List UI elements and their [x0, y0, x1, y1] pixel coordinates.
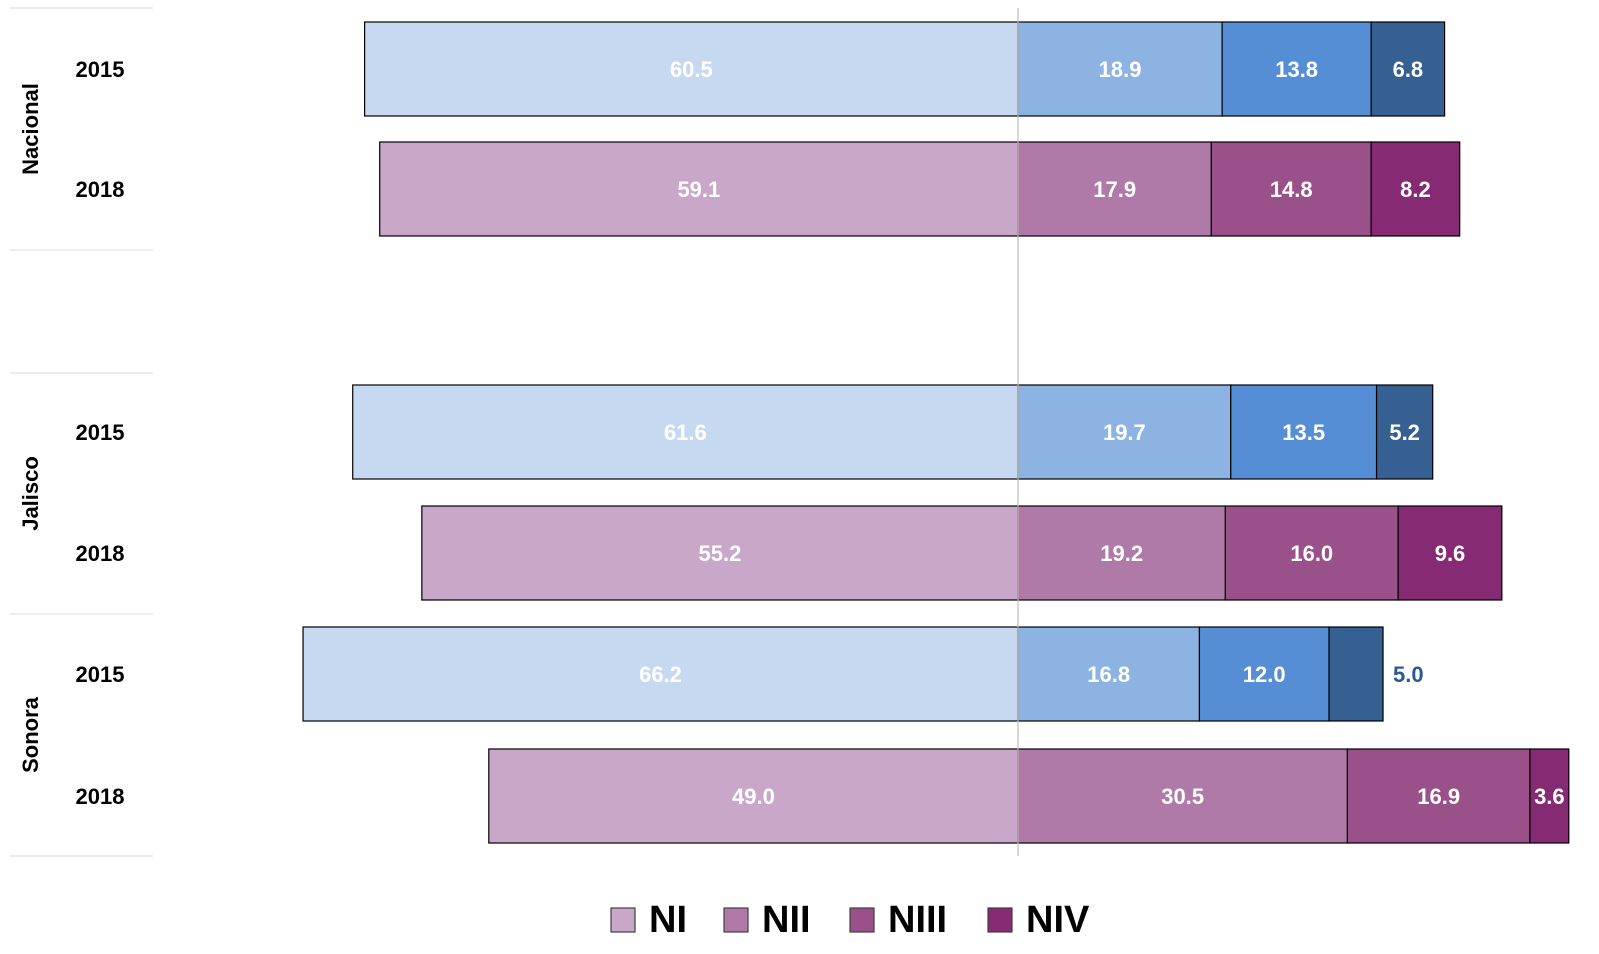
bar-segment-ni — [364, 21, 1019, 117]
group-label: Sonora — [18, 696, 43, 773]
bar-segment-ni — [379, 141, 1019, 237]
data-label: 13.8 — [1275, 57, 1318, 82]
data-label: 55.2 — [699, 541, 742, 566]
group-sonora: Sonora 2015 66.2 16.8 12.0 5.0 2018 49.0 30.5 16.… — [18, 626, 1570, 844]
bar-row-2015: 2015 61.6 19.7 13.5 5.2 — [76, 384, 1434, 480]
legend-swatch — [987, 907, 1013, 933]
bar-segment-niii — [1210, 141, 1372, 237]
legend-item-niv: NIV — [987, 899, 1090, 941]
bar-segment-niii — [1198, 626, 1330, 722]
bar-segment-niv — [1529, 748, 1570, 844]
year-tick-label: 2015 — [76, 57, 125, 82]
bar-segment-nii — [1017, 141, 1212, 237]
data-label: 14.8 — [1270, 177, 1313, 202]
data-label: 5.2 — [1389, 420, 1420, 445]
group-jalisco: Jalisco 2015 61.6 19.7 13.5 5.2 2018 55.2 19.2 16… — [18, 384, 1503, 601]
data-label: 49.0 — [732, 784, 775, 809]
bar-segment-niv — [1397, 505, 1503, 601]
data-label: 6.8 — [1393, 57, 1424, 82]
data-label: 19.7 — [1103, 420, 1146, 445]
legend-swatch — [723, 907, 749, 933]
year-tick-label: 2015 — [76, 420, 125, 445]
legend-swatch — [610, 907, 636, 933]
bar-segment-nii — [1017, 505, 1226, 601]
bar-segment-niii — [1230, 384, 1378, 480]
legend-item-nii: NII — [723, 899, 811, 941]
bar-segment-niii — [1346, 748, 1531, 844]
data-label: 8.2 — [1400, 177, 1431, 202]
bar-segment-ni — [352, 384, 1019, 480]
legend-item-ni: NI — [610, 899, 687, 941]
data-label: 12.0 — [1243, 662, 1286, 687]
bar-segment-niv — [1375, 384, 1434, 480]
year-tick-label: 2018 — [76, 177, 125, 202]
data-label: 17.9 — [1093, 177, 1136, 202]
year-tick-label: 2018 — [76, 541, 125, 566]
group-label: Jalisco — [18, 456, 43, 531]
bar-segment-ni — [302, 626, 1019, 722]
data-label: 30.5 — [1161, 784, 1204, 809]
year-tick-label: 2015 — [76, 662, 125, 687]
data-label: 16.0 — [1290, 541, 1333, 566]
data-label: 3.6 — [1534, 784, 1565, 809]
bar-segment-ni — [421, 505, 1019, 601]
legend-item-niii: NIII — [849, 899, 947, 941]
legend-label: NIV — [1026, 899, 1090, 941]
legend-label: NII — [762, 899, 811, 941]
data-label: 16.9 — [1417, 784, 1460, 809]
legend-swatch — [849, 907, 875, 933]
data-label: 16.8 — [1087, 662, 1130, 687]
legend-label: NIII — [888, 899, 947, 941]
bar-segment-niv — [1328, 626, 1384, 722]
data-label: 5.0 — [1393, 662, 1424, 687]
group-label: Nacional — [18, 83, 43, 175]
bar-segment-nii — [1017, 626, 1201, 722]
year-tick-label: 2018 — [76, 784, 125, 809]
bar-segment-ni — [488, 748, 1019, 844]
data-label: 59.1 — [677, 177, 720, 202]
bar-row-2018: 2018 55.2 19.2 16.0 9.6 — [76, 505, 1503, 601]
bar-segment-niii — [1224, 505, 1399, 601]
data-label: 66.2 — [639, 662, 682, 687]
bar-row-2015: 2015 66.2 16.8 12.0 5.0 — [76, 626, 1424, 722]
bar-row-2015: 2015 60.5 18.9 13.8 6.8 — [76, 21, 1446, 117]
bar-row-2018: 2018 49.0 30.5 16.9 3.6 — [76, 748, 1570, 844]
data-label: 9.6 — [1435, 541, 1466, 566]
legend: NI NII NIII NIV — [610, 899, 1090, 941]
data-label: 13.5 — [1282, 420, 1325, 445]
group-nacional: Nacional 2015 60.5 18.9 13.8 6.8 2018 59.1 17.9 1… — [18, 21, 1461, 237]
bar-segment-nii — [1017, 384, 1232, 480]
bar-segment-niv — [1370, 21, 1446, 117]
legend-label: NI — [649, 899, 687, 941]
bar-segment-niii — [1221, 21, 1372, 117]
data-label: 19.2 — [1100, 541, 1143, 566]
data-label: 61.6 — [664, 420, 707, 445]
data-label: 60.5 — [670, 57, 713, 82]
bar-segment-niv — [1370, 141, 1461, 237]
bar-row-2018: 2018 59.1 17.9 14.8 8.2 — [76, 141, 1461, 237]
data-label: 18.9 — [1099, 57, 1142, 82]
